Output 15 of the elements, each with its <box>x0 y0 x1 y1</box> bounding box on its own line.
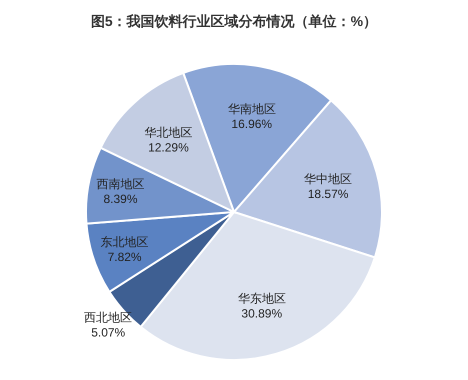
slice-label: 西北地区 <box>84 310 132 324</box>
data-label: 5.07% <box>91 325 126 340</box>
data-label: 18.57% <box>308 186 349 201</box>
slice-label: 华中地区 <box>304 172 352 186</box>
chart-title: 图5：我国饮料行业区域分布情况（单位：%） <box>90 13 378 29</box>
slice-label: 西南地区 <box>96 176 145 191</box>
slice-label: 东北地区 <box>100 234 149 249</box>
slice-label: 华北地区 <box>144 126 192 140</box>
slice-label: 华南地区 <box>228 102 276 116</box>
slice-label: 华东地区 <box>238 292 286 306</box>
data-label: 12.29% <box>148 140 190 155</box>
data-label: 8.39% <box>104 192 138 206</box>
data-label: 30.89% <box>241 306 282 321</box>
data-label: 16.96% <box>231 116 272 131</box>
data-label: 7.82% <box>108 250 142 264</box>
